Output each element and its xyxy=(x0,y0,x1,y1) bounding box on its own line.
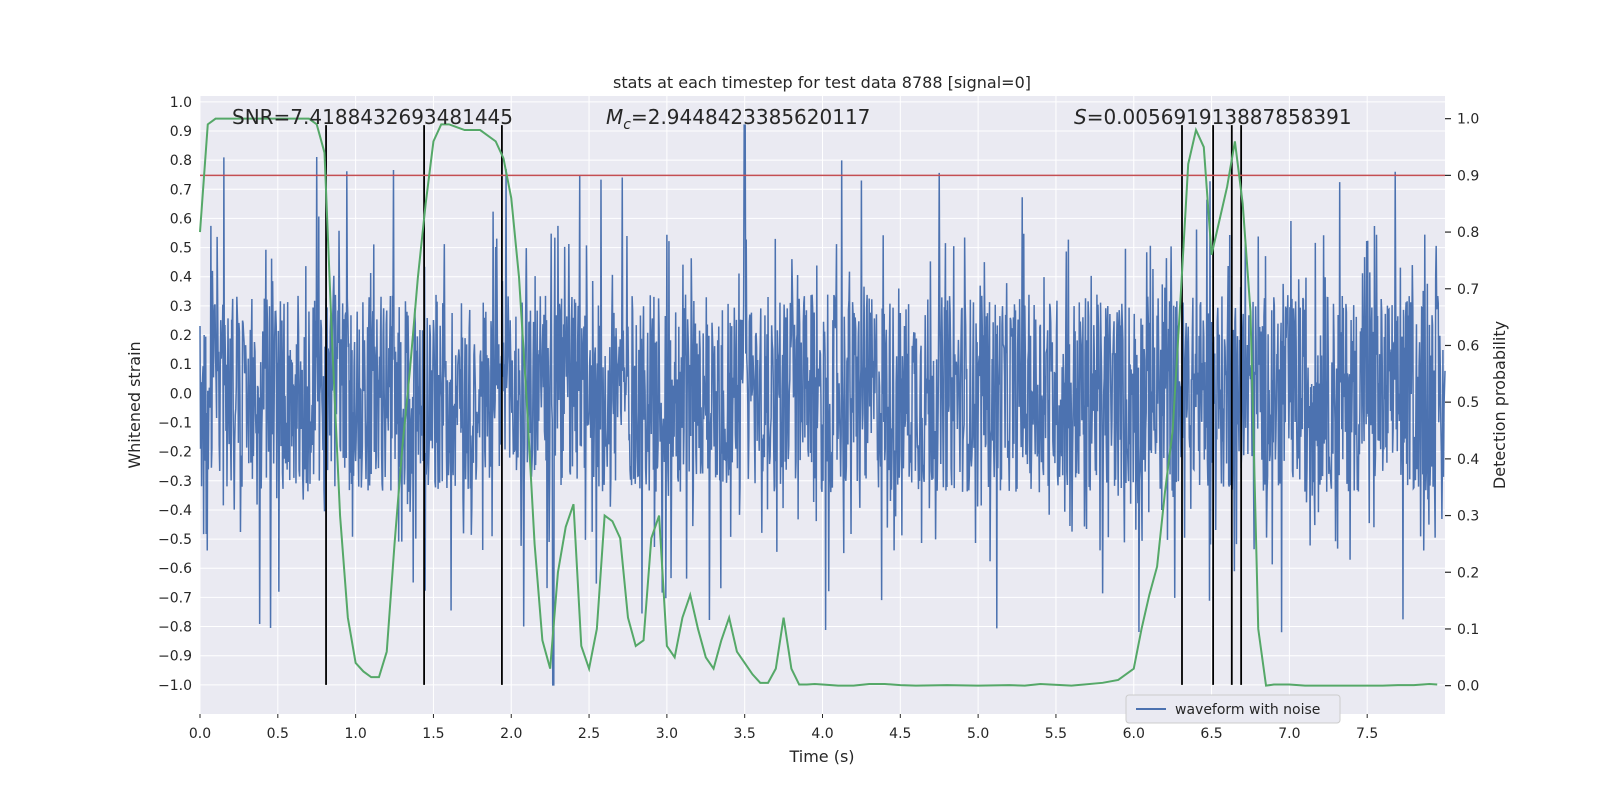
y2-tick-label: 0.9 xyxy=(1457,168,1479,184)
x-tick-label: 6.5 xyxy=(1200,726,1222,742)
chirp-mass-symbol: M xyxy=(606,105,623,129)
y-tick-label: 0.2 xyxy=(170,328,192,344)
y2-tick-label: 0.0 xyxy=(1457,679,1479,695)
y-tick-label: 0.1 xyxy=(170,357,192,373)
x-tick-label: 0.5 xyxy=(267,726,289,742)
y-tick-label: −0.1 xyxy=(158,415,192,431)
x-tick-label: 5.5 xyxy=(1045,726,1067,742)
y-tick-label: 1.0 xyxy=(170,95,192,111)
x-tick-label: 3.5 xyxy=(734,726,756,742)
chart-title: stats at each timestep for test data 878… xyxy=(613,73,1031,92)
score-symbol: S xyxy=(1074,105,1087,129)
x-tick-label: 6.0 xyxy=(1123,726,1145,742)
x-tick-label: 0.0 xyxy=(189,726,211,742)
legend-box xyxy=(1125,694,1341,724)
y-tick-label: −0.9 xyxy=(158,649,192,665)
x-tick-label: 5.0 xyxy=(967,726,989,742)
probability-line xyxy=(199,117,1438,687)
x-tick-label: 4.0 xyxy=(811,726,833,742)
x-tick-label: 2.0 xyxy=(500,726,522,742)
y-tick-label: 0.8 xyxy=(170,153,192,169)
waveform-line xyxy=(199,124,1446,686)
x-tick-label: 2.5 xyxy=(578,726,600,742)
y-tick-label: −0.6 xyxy=(158,561,192,577)
y-axis-label: Whitened strain xyxy=(125,341,144,468)
y-tick-label: 0.7 xyxy=(170,182,192,198)
event-markers xyxy=(325,125,1243,685)
y-tick-label: −0.5 xyxy=(158,532,192,548)
chirp-mass-value: =2.9448423385620117 xyxy=(631,105,870,129)
y-tick-label: −0.8 xyxy=(158,620,192,636)
y2-tick-label: 0.4 xyxy=(1457,452,1479,468)
y2-tick-label: 0.1 xyxy=(1457,622,1479,638)
y-tick-label: −1.0 xyxy=(158,678,192,694)
score-annotation: S=0.005691913887858391 xyxy=(1074,105,1352,129)
x-tick-label: 4.5 xyxy=(889,726,911,742)
x-tick-label: 7.5 xyxy=(1356,726,1378,742)
y-tick-label: 0.0 xyxy=(170,386,192,402)
y2-tick-label: 0.2 xyxy=(1457,565,1479,581)
y2-tick-label: 0.5 xyxy=(1457,395,1479,411)
y2-axis-label: Detection probability xyxy=(1490,321,1509,489)
y-tick-label: −0.2 xyxy=(158,445,192,461)
probability-series xyxy=(199,117,1438,687)
y2-tick-label: 0.3 xyxy=(1457,509,1479,525)
y2-tick-label: 0.7 xyxy=(1457,282,1479,298)
y-tick-label: 0.4 xyxy=(170,270,192,286)
legend-label: waveform with noise xyxy=(1175,702,1320,718)
y-tick-label: 0.6 xyxy=(170,211,192,227)
legend: waveform with noise xyxy=(1125,694,1341,724)
y-axis-ticks: 1.0 0.9 0.8 0.7 0.6 0.5 0.4 0.3 0.2 0.1 0.0 −0.1 −0.… xyxy=(158,95,192,694)
y-tick-label: 0.5 xyxy=(170,241,192,257)
y-tick-label: 0.9 xyxy=(170,124,192,140)
x-axis-ticks: 0.0 0.5 1.0 1.5 2.0 2.5 3.0 3.5 4.0 4.5 5.0 5.5 6.0 6… xyxy=(189,714,1378,742)
y2-tick-label: 0.8 xyxy=(1457,225,1479,241)
y2-tick-label: 0.6 xyxy=(1457,338,1479,354)
y2-axis-ticks: 1.0 0.9 0.8 0.7 0.6 0.5 0.4 0.3 0.2 0.1 0.0 xyxy=(1445,112,1479,695)
score-value: =0.005691913887858391 xyxy=(1087,105,1352,129)
y-tick-label: 0.3 xyxy=(170,299,192,315)
y-tick-label: −0.3 xyxy=(158,474,192,490)
chirp-mass-subscript: c xyxy=(623,117,631,133)
x-tick-label: 1.5 xyxy=(422,726,444,742)
y-tick-label: −0.4 xyxy=(158,503,192,519)
x-tick-label: 1.0 xyxy=(344,726,366,742)
x-axis-label: Time (s) xyxy=(788,747,854,766)
x-tick-label: 7.0 xyxy=(1278,726,1300,742)
waveform-series xyxy=(199,124,1446,686)
snr-annotation: SNR=7.4188432693481445 xyxy=(232,105,513,129)
chirp-mass-annotation: Mc=2.9448423385620117 xyxy=(606,105,870,133)
y-tick-label: −0.7 xyxy=(158,590,192,606)
x-tick-label: 3.0 xyxy=(656,726,678,742)
y2-tick-label: 1.0 xyxy=(1457,112,1479,128)
